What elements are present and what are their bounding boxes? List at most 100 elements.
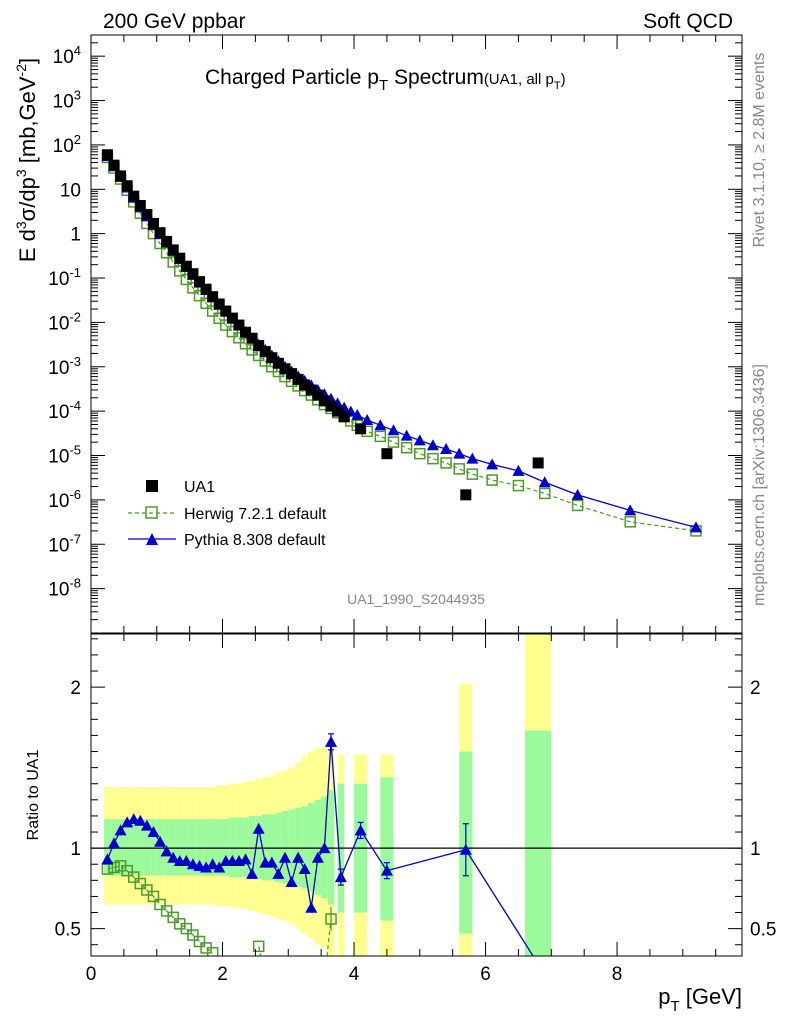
- uncertainty-band-inner: [229, 817, 236, 878]
- uncertainty-band-inner: [123, 819, 131, 876]
- pythia-ratio-point: [180, 855, 193, 867]
- herwig-point: [453, 463, 465, 475]
- analysis-id: UA1_1990_S2044935: [347, 591, 485, 607]
- pythia-ratio-point: [213, 861, 226, 873]
- legend-ua1-label: UA1: [184, 479, 215, 496]
- ua1-point: [246, 332, 258, 344]
- legend-ua1-marker: [146, 480, 158, 492]
- y-axis-title: E d3σ/dp3 [mb,GeV-2]: [13, 58, 40, 262]
- ua1-point: [161, 235, 173, 247]
- spectrum-panel: 10-8 10-7 10-6 10-5 10-4 10-3 10-2 10-1 1 10 102 10…: [48, 34, 743, 634]
- ua1-point: [312, 389, 324, 401]
- pythia-ratio-point: [278, 851, 291, 863]
- ratio-axis-title: Ratio to UA1: [25, 750, 42, 841]
- herwig-ratio-point: [325, 913, 337, 925]
- pythia-ratio-point: [154, 835, 167, 847]
- x-tick-label: 0: [86, 964, 97, 985]
- pythia-point: [413, 434, 426, 446]
- header-left: 200 GeV ppbar: [103, 10, 245, 33]
- ua1-point: [141, 209, 153, 221]
- uncertainty-band-inner: [248, 815, 256, 879]
- y-tick-label: 10-2: [48, 309, 81, 334]
- ua1-point: [532, 457, 544, 469]
- pythia-ratio-point: [121, 816, 134, 828]
- herwig-point: [200, 297, 212, 310]
- y-tick-label: 103: [53, 88, 81, 113]
- ua1-point: [338, 411, 350, 423]
- legend: UA1 Herwig 7.2.1 default Pythia 8.308 de…: [128, 479, 327, 549]
- herwig-point: [440, 457, 452, 469]
- herwig-point: [233, 332, 245, 344]
- ua1-point: [213, 298, 225, 310]
- uncertainty-band-inner: [525, 730, 552, 956]
- herwig-point: [512, 479, 525, 492]
- herwig-point: [226, 325, 239, 338]
- herwig-point: [213, 312, 225, 325]
- pythia-ratio-point: [160, 845, 173, 857]
- uncertainty-band-inner: [275, 812, 282, 882]
- ua1-point: [325, 400, 337, 412]
- ua1-point: [305, 384, 317, 396]
- ua1-point: [299, 379, 311, 391]
- uncertainty-band-inner: [137, 819, 144, 876]
- pythia-point: [387, 424, 400, 436]
- herwig-ratio-point: [167, 911, 179, 924]
- pythia-ratio-point: [147, 826, 160, 838]
- pythia-point: [486, 458, 499, 470]
- herwig-ratio-point: [187, 929, 199, 941]
- herwig-point: [374, 430, 387, 443]
- x-tick-label: 4: [349, 964, 360, 985]
- ua1-point: [187, 268, 199, 280]
- herwig-ratio-point: [206, 947, 219, 956]
- spectrum-frame: [90, 34, 743, 634]
- herwig-ratio-point: [252, 940, 265, 953]
- ua1-point: [174, 252, 186, 264]
- herwig-point: [466, 468, 479, 480]
- pythia-ratio-point: [318, 842, 331, 854]
- ratio-panel: 0 2 4 6 8 0.5 0.5 1 1 2 2: [55, 633, 776, 985]
- ua1-point: [167, 244, 179, 256]
- herwig-ratio-point: [154, 898, 166, 911]
- herwig-ratio-point: [134, 877, 147, 890]
- pythia-point: [689, 521, 702, 533]
- ua1-point: [279, 363, 291, 375]
- ratio-tick-label-left: 2: [70, 678, 81, 699]
- uncertainty-band-inner: [143, 819, 151, 876]
- ua1-point: [147, 217, 159, 229]
- pythia-point: [400, 429, 413, 441]
- pythia-ratio-point: [108, 837, 121, 849]
- ratio-tick-label-right: 2: [750, 678, 761, 699]
- ratio-tick-label-right: 1: [750, 839, 761, 860]
- uncertainty-band-inner: [150, 819, 157, 876]
- herwig-line: [106, 157, 697, 532]
- ua1-point: [108, 159, 120, 171]
- pythia-point: [351, 408, 364, 420]
- pythia-ratio-point: [380, 864, 393, 876]
- ua1-point: [194, 276, 205, 288]
- herwig-point: [220, 319, 232, 331]
- pythia-point: [426, 439, 439, 451]
- ua1-point: [286, 368, 298, 380]
- herwig-point: [427, 452, 439, 465]
- uncertainty-band-inner: [183, 819, 190, 876]
- ua1-point: [233, 319, 245, 331]
- uncertainty-band-inner: [281, 811, 289, 884]
- pythia-ratio-point: [167, 851, 180, 863]
- legend-pythia-marker: [146, 533, 158, 545]
- mcplots-label: mcplots.cern.ch [arXiv:1306.3436]: [751, 364, 768, 606]
- uncertainty-band-inner: [196, 819, 203, 876]
- ua1-point: [332, 405, 344, 417]
- y-tick-label: 102: [53, 132, 81, 157]
- pythia-ratio-point: [325, 735, 338, 747]
- herwig-ratio-point: [193, 935, 206, 948]
- uncertainty-band-inner: [314, 799, 322, 895]
- ua1-point: [128, 190, 140, 202]
- pythia-ratio-point: [114, 824, 127, 836]
- chart-title: Charged Particle pT Spectrum(UA1, all pT…: [205, 66, 566, 94]
- ua1-point: [253, 340, 265, 352]
- pythia-point: [538, 476, 551, 488]
- y-tick-label: 10-3: [48, 354, 81, 379]
- herwig-point: [193, 289, 206, 302]
- y-tick-label: 1: [70, 225, 81, 246]
